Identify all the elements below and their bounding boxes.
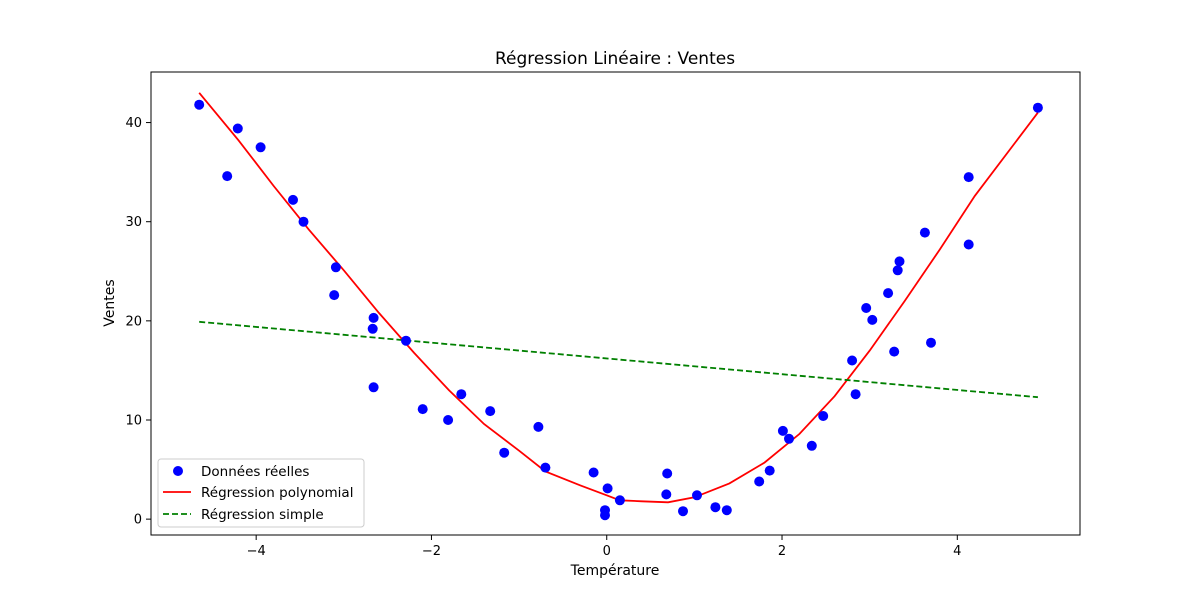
data-point-47 — [963, 239, 974, 250]
legend-label-scatter: Données réelles — [201, 464, 309, 480]
data-point-38 — [861, 303, 872, 313]
data-point-44 — [919, 227, 930, 238]
data-point-26 — [678, 506, 688, 517]
data-point-21 — [600, 505, 610, 516]
data-point-17 — [533, 421, 544, 432]
x-tick-label: 0 — [603, 544, 611, 559]
data-point-24 — [661, 489, 672, 500]
data-point-9 — [367, 323, 378, 334]
data-point-18 — [540, 462, 551, 473]
data-point-37 — [850, 389, 861, 400]
data-point-11 — [401, 335, 411, 346]
data-point-3 — [255, 142, 266, 153]
data-point-42 — [892, 265, 903, 276]
x-tick-label: 4 — [953, 544, 961, 559]
legend: Données réelles Régression polynomial Ré… — [157, 458, 365, 528]
data-point-22 — [602, 483, 613, 494]
legend-box — [157, 458, 365, 528]
data-point-39 — [867, 314, 878, 325]
x-tick-label: −2 — [422, 544, 441, 559]
data-point-6 — [330, 262, 341, 273]
plot-area — [194, 92, 1043, 521]
data-point-27 — [692, 490, 702, 501]
y-tick-label: 20 — [125, 314, 142, 329]
data-point-10 — [368, 382, 379, 393]
series-line-1 — [198, 92, 1039, 504]
data-point-15 — [485, 406, 496, 417]
data-point-1 — [222, 171, 233, 182]
data-point-19 — [588, 467, 599, 478]
y-tick-label: 10 — [125, 413, 142, 428]
data-point-7 — [329, 290, 340, 301]
chart-title: Régression Linéaire : Ventes — [495, 49, 735, 69]
data-point-13 — [443, 415, 454, 425]
data-point-28 — [710, 502, 721, 513]
y-tick-label: 40 — [125, 116, 142, 131]
legend-marker-scatter — [173, 466, 183, 476]
data-point-23 — [614, 495, 625, 506]
data-point-14 — [456, 389, 467, 400]
data-point-12 — [417, 404, 428, 415]
data-point-40 — [883, 288, 894, 299]
data-point-45 — [926, 337, 936, 348]
data-point-33 — [784, 433, 794, 444]
legend-label-poly: Régression polynomial — [201, 485, 353, 501]
data-point-0 — [194, 99, 205, 110]
data-point-41 — [889, 346, 900, 357]
data-point-16 — [499, 447, 510, 458]
data-point-36 — [847, 355, 858, 366]
x-tick-label: 2 — [778, 544, 786, 559]
series-line-2 — [199, 320, 1038, 399]
legend-label-simple: Régression simple — [201, 507, 324, 523]
data-point-8 — [368, 312, 379, 323]
data-point-30 — [754, 476, 765, 487]
data-point-4 — [288, 194, 298, 205]
x-axis-label: Température — [570, 563, 660, 579]
data-point-48 — [1032, 102, 1043, 113]
data-point-32 — [777, 425, 788, 436]
y-tick-label: 0 — [134, 513, 142, 528]
data-point-31 — [764, 465, 775, 476]
data-point-5 — [298, 216, 309, 227]
x-tick-label: −4 — [247, 544, 266, 559]
y-tick-label: 30 — [125, 215, 142, 230]
data-point-29 — [721, 505, 732, 516]
data-point-34 — [806, 440, 817, 451]
data-point-2 — [232, 123, 243, 134]
data-point-35 — [818, 411, 829, 421]
data-point-25 — [662, 468, 673, 479]
y-axis-label: Ventes — [102, 279, 118, 326]
axes-frame — [150, 71, 1081, 536]
data-point-43 — [894, 256, 905, 267]
data-point-46 — [963, 172, 974, 183]
